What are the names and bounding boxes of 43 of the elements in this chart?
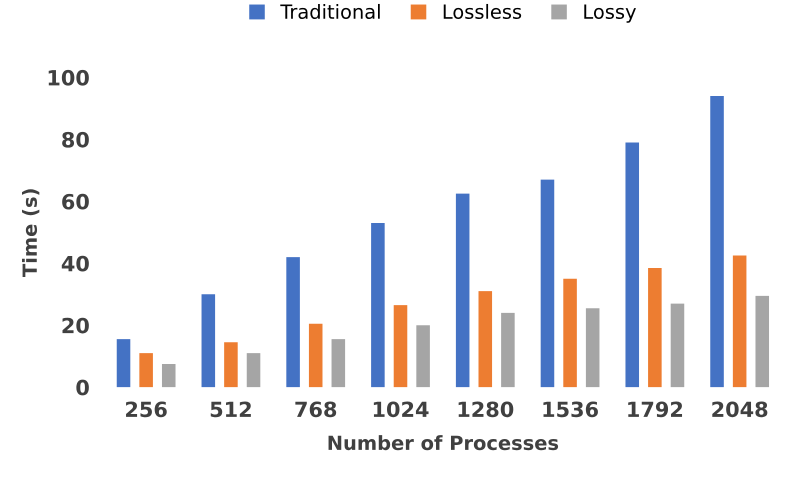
bar [246,353,260,388]
y-tick-label: 100 [48,70,89,86]
bar [625,142,640,388]
bar [540,180,554,388]
y-tick-label: 0 [76,380,89,396]
y-tick-label: 60 [62,194,89,210]
y-axis-title: Time (s) [22,189,40,277]
bar [202,294,216,388]
legend-label: Lossy [584,4,636,23]
x-tick-label: 768 [295,401,336,418]
bar [586,308,600,388]
legend-label: Traditional [280,4,380,19]
bar [162,364,176,388]
bar [456,194,470,388]
bar [332,339,346,388]
x-tick-label: 1536 [543,401,598,418]
x-axis-title: Number of Processes [328,435,558,450]
bar [670,304,684,388]
x-tick-label: 256 [126,401,167,418]
bar [732,256,746,388]
bar [710,96,724,388]
x-tick-label: 1792 [628,401,682,418]
bar [224,342,238,388]
bar [139,353,153,388]
bar [371,223,385,388]
bar [755,296,770,388]
bar [501,312,515,388]
x-tick-label: 1024 [374,401,429,418]
legend-label: Lossless [444,4,522,19]
bar [116,339,130,388]
x-tick-label: 512 [210,401,251,418]
bar [394,305,408,388]
bar [286,257,300,388]
x-tick-label: 2048 [712,401,768,418]
y-tick-label: 80 [62,132,89,148]
bar [478,291,492,388]
y-tick-label: 20 [62,318,89,334]
bar [308,324,322,388]
bar [563,278,577,388]
x-tick-label: 1280 [458,401,514,418]
y-tick-label: 40 [62,256,89,272]
bar [416,325,430,388]
bar [648,268,662,388]
